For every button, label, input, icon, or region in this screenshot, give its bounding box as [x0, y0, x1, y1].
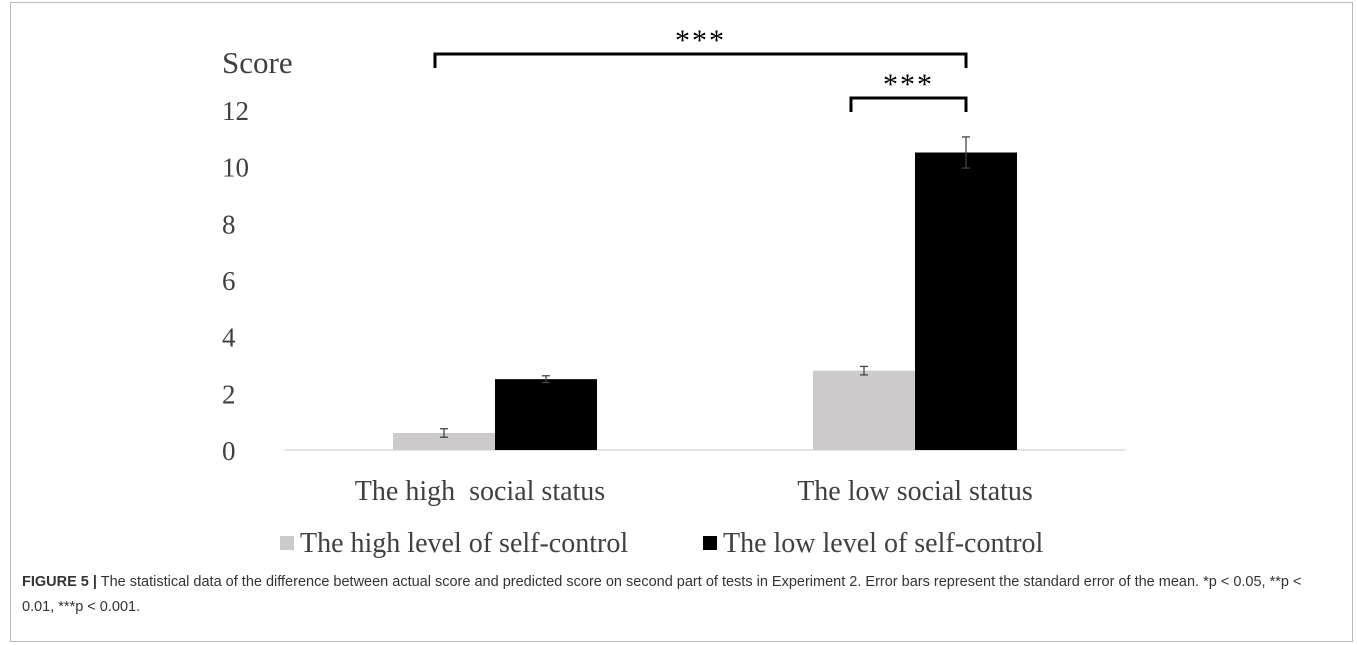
figure-frame: [10, 2, 1353, 642]
y-tick-label: 10: [222, 153, 249, 183]
x-category-label: The low social status: [797, 476, 1033, 507]
caption-text: The statistical data of the difference b…: [22, 574, 1302, 615]
bar: [915, 152, 1017, 450]
legend-swatch: [280, 536, 294, 550]
figure-caption: FIGURE 5 | The statistical data of the d…: [22, 570, 1322, 620]
y-tick-label: 6: [222, 266, 236, 296]
bar: [393, 433, 495, 450]
significance-label: ***: [883, 68, 934, 101]
legend-swatch: [703, 536, 717, 550]
y-tick-label: 4: [222, 323, 236, 353]
y-tick-label: 12: [222, 96, 249, 126]
significance-label: ***: [675, 24, 726, 57]
y-tick-label: 2: [222, 379, 236, 409]
caption-label: FIGURE 5 |: [22, 574, 97, 590]
y-axis-label: Score: [222, 45, 293, 80]
legend-label: The high level of self-control: [300, 528, 628, 559]
x-category-label: The high social status: [355, 476, 605, 507]
significance-bracket: [433, 52, 968, 68]
bar: [813, 370, 915, 450]
significance-bracket: [849, 96, 968, 112]
y-tick-label: 8: [222, 209, 236, 239]
y-tick-label: 0: [222, 436, 236, 466]
legend-label: The low level of self-control: [723, 528, 1044, 559]
bar: [495, 379, 597, 450]
bar-chart: Score 0 2 4 6 8 10 12 *** *** The high social s…: [222, 24, 1125, 559]
